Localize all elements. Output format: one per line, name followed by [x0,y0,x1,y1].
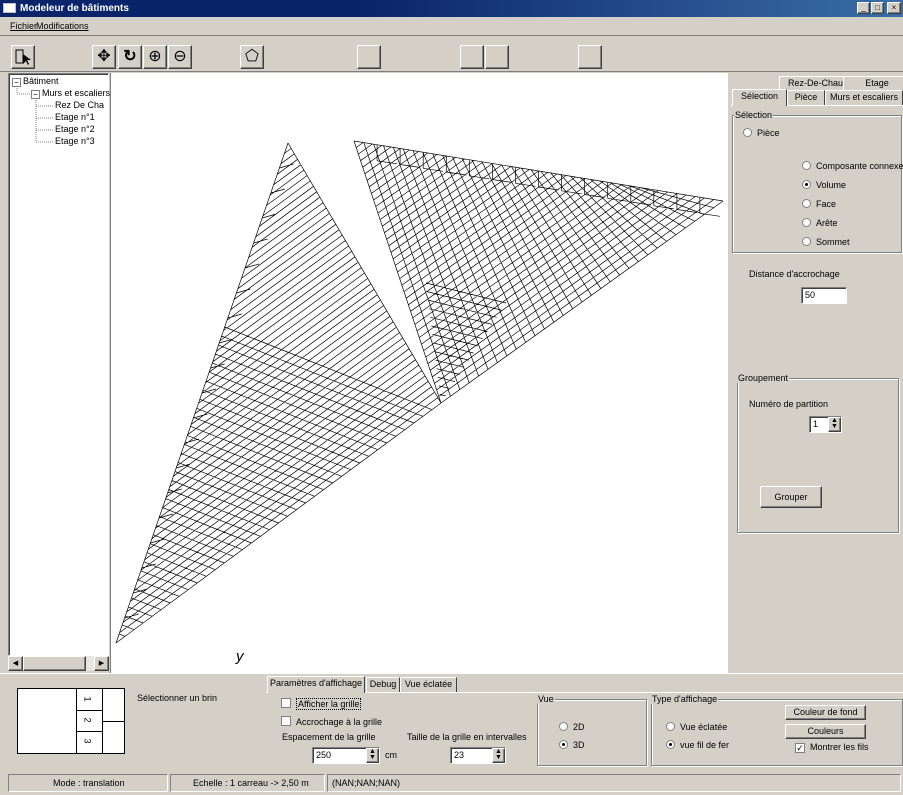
menu-modifications[interactable]: Modifications [36,21,89,31]
radio-volume[interactable]: Volume [802,180,846,190]
radio-connected-component[interactable]: Composante connexe [802,161,903,171]
title-bar: Modeleur de bâtiments _ □ × [0,0,903,17]
status-bar: Mode : translation Echelle : 1 carreau -… [0,771,903,795]
menu-file[interactable]: Fichier [10,21,38,31]
snap-distance-input[interactable]: 50 [801,287,847,304]
radio-vertex[interactable]: Sommet [802,237,850,247]
polygon-icon: ⬠ [245,48,259,65]
scroll-left-button[interactable]: ◀ [8,656,23,671]
zoom-in-button[interactable]: ⊕ [143,45,167,69]
tab-debug[interactable]: Debug [366,677,400,692]
radio-3d[interactable]: 3D [559,740,585,750]
radio-exploded-view[interactable]: Vue éclatée [666,722,727,732]
rotate-icon: ↻ [123,48,137,65]
selection-group: Sélection [732,110,902,253]
zoom-out-icon: ⊖ [173,48,187,65]
grid-spacing-unit: cm [385,750,397,760]
strand-label-2: 2 [82,717,93,723]
colors-button[interactable]: Couleurs [785,724,866,739]
tree-leaf-ground[interactable]: Rez De Cha [55,100,105,110]
window-title: Modeleur de bâtiments [20,3,129,14]
toolbar-blank-button-4[interactable] [578,45,602,69]
radio-2d[interactable]: 2D [559,722,585,732]
radio-room[interactable]: Pièce [743,128,780,138]
radio-wireframe[interactable]: vue fil de fer [666,740,729,750]
select-strand-label: Sélectionner un brin [137,693,218,703]
select-tool-button[interactable] [11,45,35,69]
tab-room[interactable]: Pièce [787,90,825,105]
tab-exploded-view[interactable]: Vue éclatée [400,677,457,692]
bottom-panel: 1 2 3 Sélectionner un brin Paramètres d'… [0,673,903,770]
grid-size-label: Taille de la grille en intervalles [407,732,527,742]
tab-floor[interactable]: Etage [843,76,903,91]
zoom-out-button[interactable]: ⊖ [168,45,192,69]
tab-selection[interactable]: Sélection [732,89,787,106]
grid-spacing-input[interactable]: 250 [312,747,380,764]
close-button[interactable]: × [887,2,901,14]
wireframe-model [115,140,724,644]
building-tree: − Bâtiment − Murs et escaliers Rez De Cha … [8,73,110,656]
toolbar-blank-button-1[interactable] [357,45,381,69]
maximize-button[interactable]: □ [871,2,884,14]
show-wires-checkbox[interactable]: ✓ Montrer les fils [795,742,869,753]
group-button[interactable]: Grouper [760,486,822,508]
snap-grid-checkbox[interactable]: Accrochage à la grille [281,716,382,727]
rotate-tool-button[interactable]: ↻ [118,45,142,69]
background-color-button[interactable]: Couleur de fond [785,705,866,720]
tree-horizontal-scrollbar[interactable]: ◀ ▶ [8,656,109,671]
partition-spinner[interactable]: ▲ ▼ [828,417,841,432]
3d-viewport[interactable]: y [110,73,728,673]
grouping-group: Groupement [737,373,899,533]
wireframe-edges [115,140,724,644]
partition-number-label: Numéro de partition [749,399,829,409]
grid-spacing-label: Espacement de la grille [282,732,376,742]
status-scale: Echelle : 1 carreau -> 2,50 m [170,774,325,792]
menu-bar: Fichier Modifications [0,17,903,34]
tree-leaf-floor2[interactable]: Etage n°2 [55,124,95,134]
strand-label-3: 3 [82,738,93,744]
collapse-icon[interactable]: − [12,78,21,87]
grid-spacing-spinner[interactable]: ▲ ▼ [366,748,379,763]
show-grid-checkbox[interactable]: Afficher la grille [281,698,362,710]
select-icon [15,49,31,65]
properties-panel: Rez-De-Chaussée Etage Sélection Pièce Mu… [729,73,903,673]
zoom-in-icon: ⊕ [148,48,162,65]
toolbar-blank-button-3[interactable] [485,45,509,69]
tree-leaf-floor3[interactable]: Etage n°3 [55,136,95,146]
radio-edge[interactable]: Arête [802,218,838,228]
strand-label-1: 1 [82,696,93,702]
app-icon [3,3,16,13]
tree-node-building[interactable]: − Bâtiment [12,76,59,87]
tab-walls-stairs[interactable]: Murs et escaliers [825,90,903,105]
radio-face[interactable]: Face [802,199,836,209]
tree-leaf-floor1[interactable]: Etage n°1 [55,112,95,122]
toolbar: ✥ ↻ ⊕ ⊖ ⬠ [0,35,903,72]
axis-label-y: y [236,648,244,665]
grid-size-spinner[interactable]: ▲ ▼ [492,748,505,763]
toolbar-blank-button-2[interactable] [460,45,484,69]
view-group: Vue [537,694,647,766]
scroll-right-button[interactable]: ▶ [94,656,109,671]
status-mode: Mode : translation [8,774,168,792]
tab-display-params[interactable]: Paramètres d'affichage [267,676,365,693]
move-icon: ✥ [97,48,111,65]
status-coords: (NAN;NAN;NAN) [327,774,901,792]
polygon-tool-button[interactable]: ⬠ [240,45,264,69]
tree-lines [16,88,53,143]
move-tool-button[interactable]: ✥ [92,45,116,69]
strand-preview[interactable]: 1 2 3 [17,688,125,754]
scroll-thumb[interactable] [23,656,86,671]
snap-distance-label: Distance d'accrochage [749,269,840,279]
minimize-button[interactable]: _ [857,2,870,14]
